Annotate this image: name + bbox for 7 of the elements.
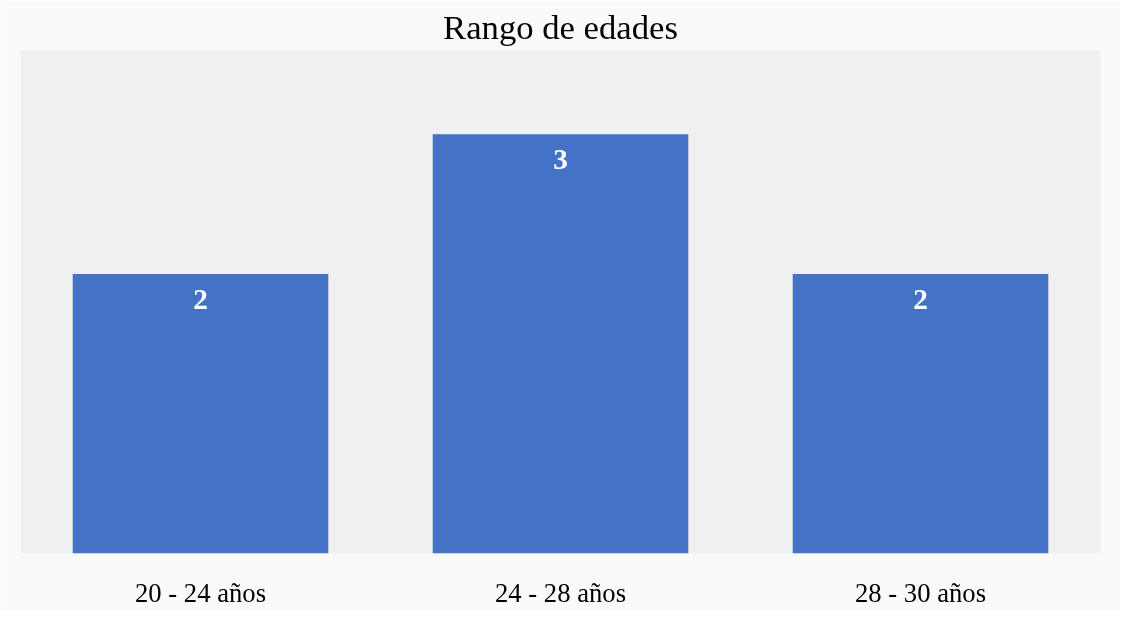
data-label: 2 xyxy=(193,283,208,316)
x-tick-label: 28 - 30 años xyxy=(854,577,987,608)
data-label: 2 xyxy=(913,283,928,316)
x-tick-label: 20 - 24 años xyxy=(134,577,267,608)
x-tick-label: 24 - 28 años xyxy=(494,577,627,608)
chart-title: Rango de edades xyxy=(443,7,678,46)
data-label: 3 xyxy=(553,143,568,176)
